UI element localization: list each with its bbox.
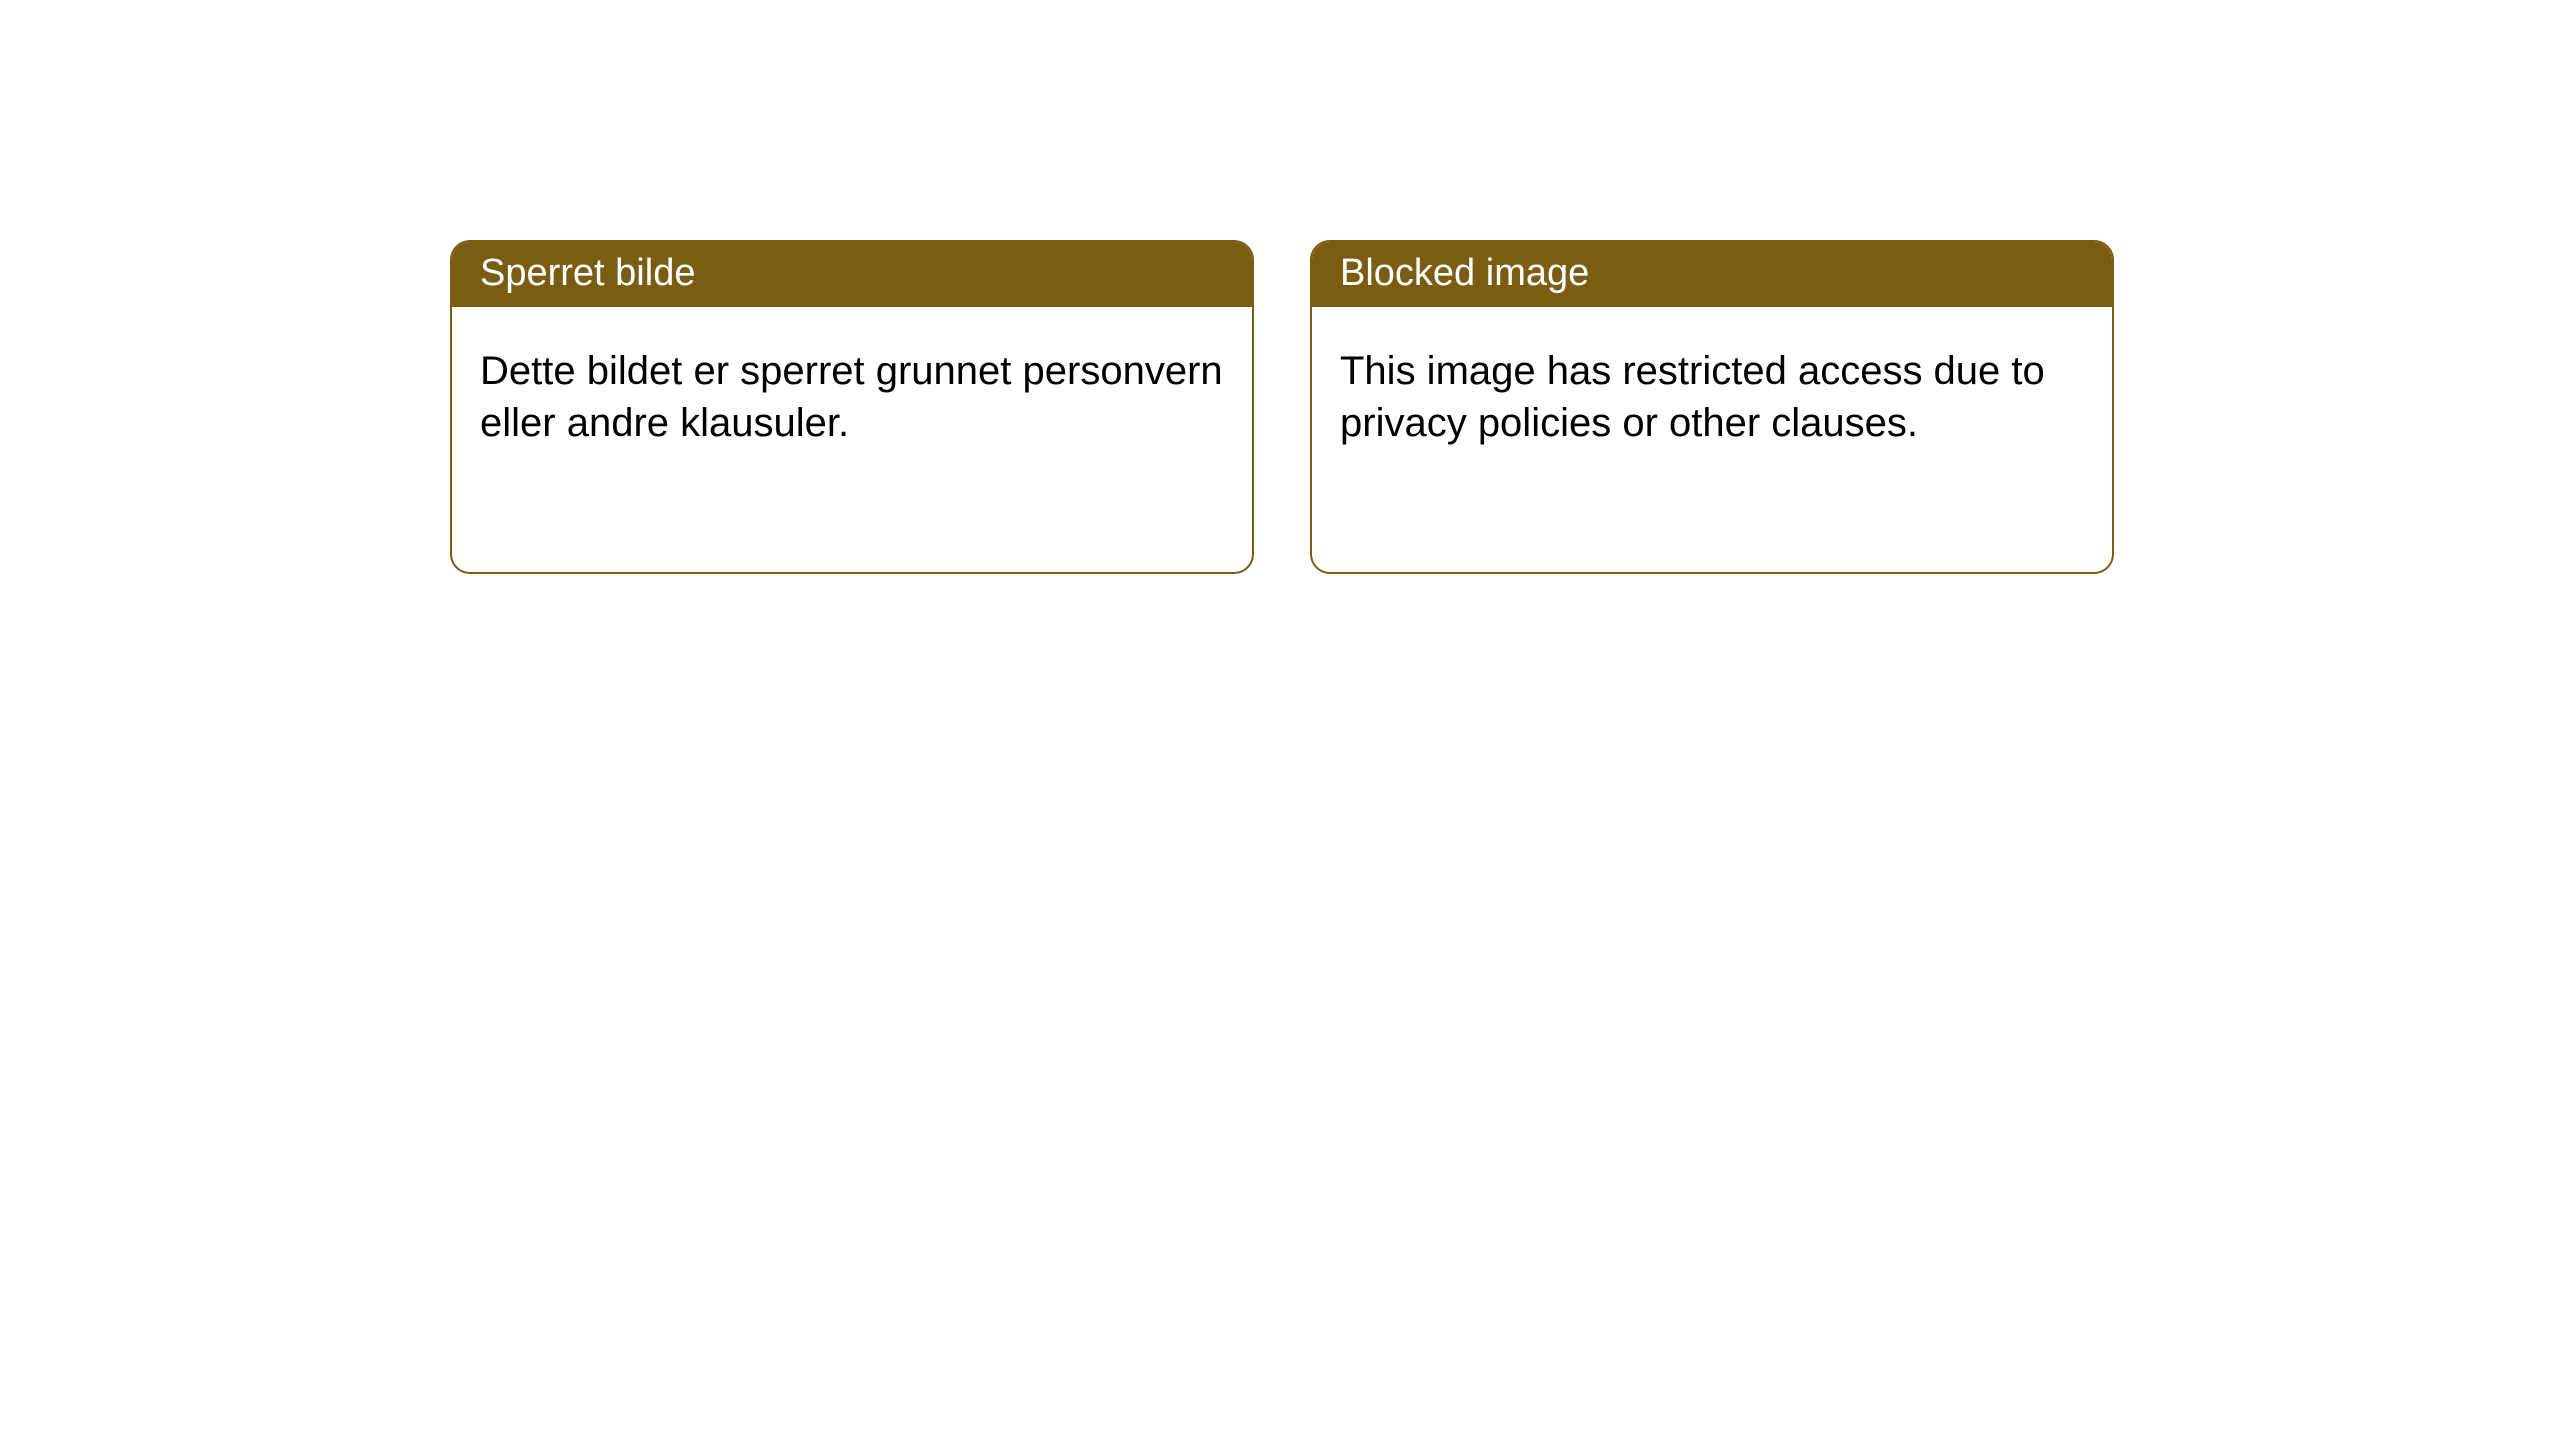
card-header: Blocked image: [1312, 242, 2112, 307]
card-body: This image has restricted access due to …: [1312, 307, 2112, 477]
notice-cards-container: Sperret bilde Dette bildet er sperret gr…: [0, 0, 2560, 574]
card-body: Dette bildet er sperret grunnet personve…: [452, 307, 1252, 477]
card-header: Sperret bilde: [452, 242, 1252, 307]
card-title: Sperret bilde: [480, 252, 695, 294]
notice-card-norwegian: Sperret bilde Dette bildet er sperret gr…: [450, 240, 1254, 574]
card-body-text: This image has restricted access due to …: [1340, 349, 2045, 445]
notice-card-english: Blocked image This image has restricted …: [1310, 240, 2114, 574]
card-title: Blocked image: [1340, 252, 1589, 294]
card-body-text: Dette bildet er sperret grunnet personve…: [480, 349, 1223, 445]
